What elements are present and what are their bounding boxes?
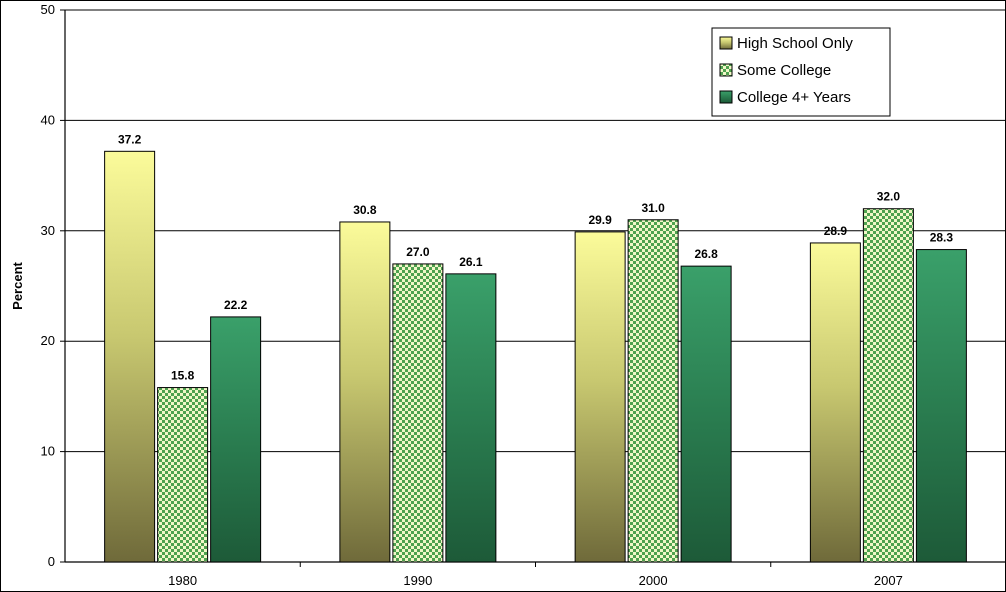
y-tick-label: 10 bbox=[41, 444, 55, 459]
legend-swatch bbox=[719, 63, 733, 77]
data-label: 32.0 bbox=[877, 190, 901, 204]
data-label: 31.0 bbox=[641, 201, 665, 215]
data-label: 27.0 bbox=[406, 245, 430, 259]
y-tick-label: 40 bbox=[41, 112, 55, 127]
x-tick-label: 2000 bbox=[639, 573, 668, 588]
y-axis-title: Percent bbox=[10, 261, 25, 309]
bar-high-school-only-2007 bbox=[809, 242, 861, 563]
legend-swatch bbox=[719, 90, 733, 104]
bar-some-college-1980 bbox=[157, 387, 209, 563]
bar-high-school-only-1980 bbox=[104, 150, 156, 563]
y-tick-label: 20 bbox=[41, 333, 55, 348]
bar-some-college-2007 bbox=[862, 208, 914, 563]
bar-college-4-years-1980 bbox=[210, 316, 262, 563]
x-tick-label: 1980 bbox=[168, 573, 197, 588]
legend-label: High School Only bbox=[737, 35, 853, 52]
legend: High School Only Some College College 4+ Y… bbox=[711, 27, 891, 117]
bar-college-4-years-1990 bbox=[445, 273, 497, 563]
x-tick-label: 1990 bbox=[403, 573, 432, 588]
data-label: 26.1 bbox=[459, 255, 483, 269]
bar-college-4-years-2000 bbox=[680, 265, 732, 563]
x-tick-label: 2007 bbox=[874, 573, 903, 588]
data-label: 22.2 bbox=[224, 298, 248, 312]
bar-high-school-only-2000 bbox=[574, 231, 626, 563]
legend-box bbox=[711, 27, 891, 117]
bar-some-college-1990 bbox=[392, 263, 444, 563]
y-tick-label: 30 bbox=[41, 223, 55, 238]
bar-high-school-only-1990 bbox=[339, 221, 391, 563]
data-labels: 37.2 15.8 22.2 30.8 27.0 26.1 29.9 31.0 26.8 28.9… bbox=[118, 132, 953, 382]
bars bbox=[104, 150, 967, 563]
data-label: 28.9 bbox=[824, 224, 848, 238]
data-label: 15.8 bbox=[171, 369, 195, 383]
data-label: 37.2 bbox=[118, 132, 142, 146]
legend-label: College 4+ Years bbox=[737, 89, 851, 106]
y-tick-label: 0 bbox=[48, 554, 55, 569]
data-label: 29.9 bbox=[588, 213, 612, 227]
data-label: 28.3 bbox=[930, 231, 954, 245]
legend-swatch bbox=[719, 36, 733, 50]
bar-some-college-2000 bbox=[627, 219, 679, 563]
bar-college-4-years-2007 bbox=[915, 249, 967, 563]
legend-label: Some College bbox=[737, 62, 831, 79]
data-label: 26.8 bbox=[694, 247, 718, 261]
y-tick-label: 50 bbox=[41, 2, 55, 17]
data-label: 30.8 bbox=[353, 203, 377, 217]
